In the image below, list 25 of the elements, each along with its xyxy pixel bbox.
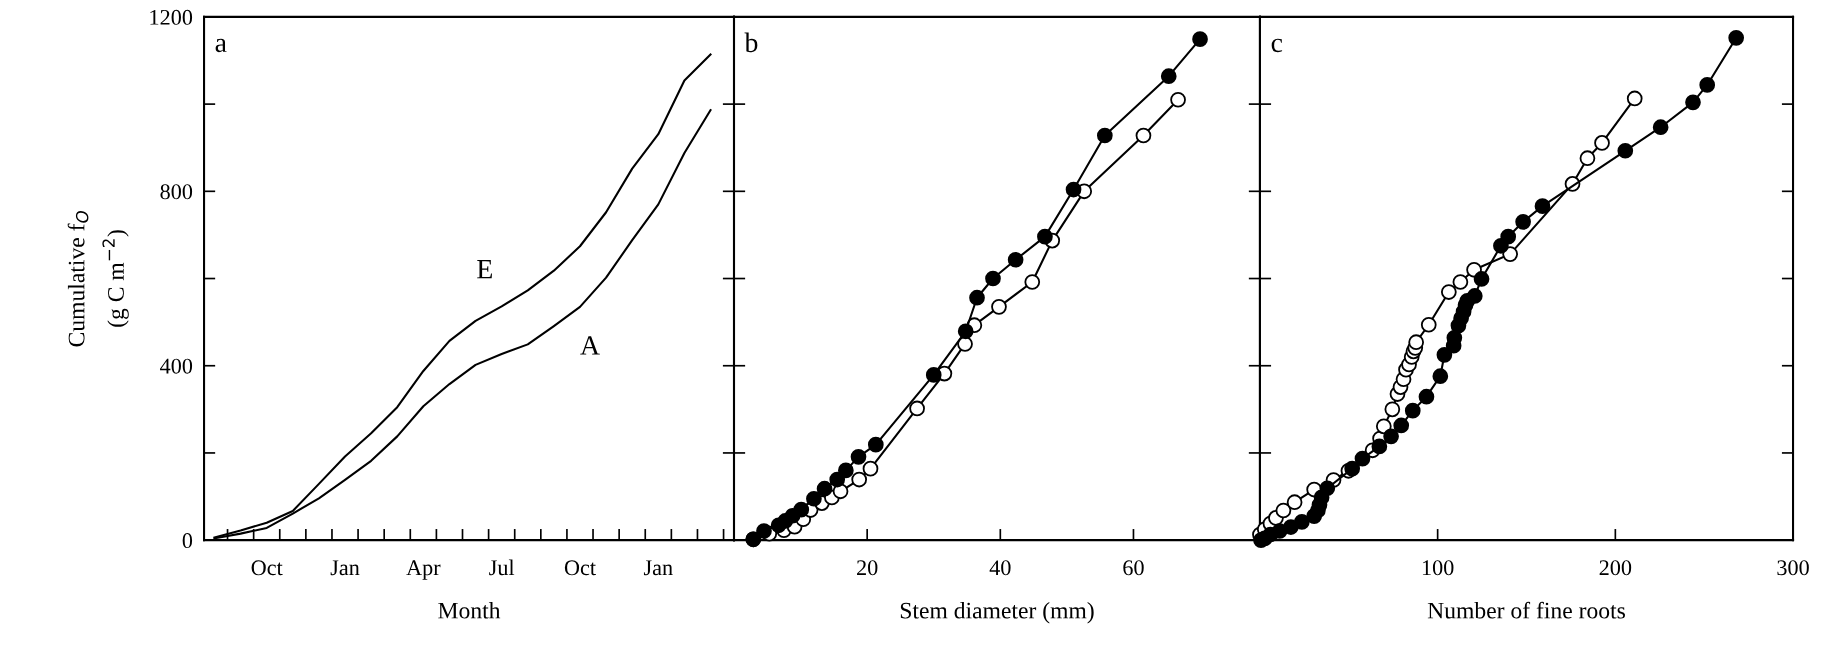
x-axis-title: Month: [438, 601, 501, 619]
annotation: A: [580, 336, 600, 355]
x-tick-label: Jul: [489, 559, 515, 576]
annotation: E: [477, 260, 492, 279]
x-tick-label: Oct: [564, 560, 596, 576]
x-tick-label: Jan: [643, 560, 673, 576]
y-tick-label: 1200: [150, 9, 193, 25]
x-axis-title: Number of fine roots: [1427, 601, 1625, 619]
y-tick-label: 400: [160, 358, 193, 374]
y-tick-label: 0: [182, 533, 193, 549]
x-tick-label: 300: [1777, 560, 1809, 576]
x-tick-label: 200: [1599, 560, 1632, 576]
x-tick-label: Jan: [330, 560, 360, 576]
annotation: c: [1271, 38, 1283, 53]
x-axis-title: Stem diameter (mm): [900, 601, 1094, 624]
annotation: b: [744, 32, 758, 53]
x-tick-label: Oct: [251, 560, 283, 576]
text: Cumulative f$_{O}$ (g C m$^{−2}$): [67, 210, 129, 347]
annotation: a: [215, 38, 227, 53]
y-tick-label: 800: [160, 184, 193, 200]
x-tick-label: 40: [989, 560, 1011, 576]
x-tick-label: 60: [1123, 560, 1144, 576]
x-tick-label: 100: [1422, 560, 1454, 576]
x-tick-label: 20: [857, 560, 878, 576]
x-tick-label: Apr: [406, 560, 441, 580]
